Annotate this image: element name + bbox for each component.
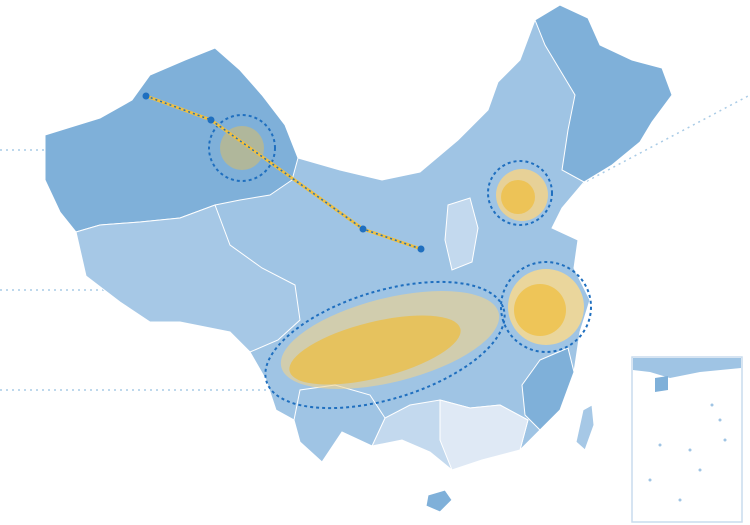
route-stop [359,225,367,233]
province-tibet [75,204,301,353]
route-stop [142,92,150,100]
highlight-southwest [264,280,506,410]
dashed-ring-northwest [208,114,276,182]
highlight-north-china [487,160,553,226]
route [142,92,425,253]
route-stop [417,245,425,253]
province-northeast [534,4,673,183]
dashed-ring-north-china [487,160,553,226]
highlight-northwest [208,114,276,182]
guide-line-northeast [554,94,750,199]
province-yunnan [293,384,386,463]
south-china-sea-inset [631,356,743,523]
dashed-ring-yangtze-delta [500,261,592,353]
highlight-yangtze-delta [500,261,592,353]
hainan [425,489,453,513]
route-stop [207,116,215,124]
province-shanxi [444,197,479,271]
province-guangdong [439,399,529,471]
taiwan [575,404,595,451]
dashed-ring-southwest [264,280,506,410]
province-fujian [521,347,575,431]
